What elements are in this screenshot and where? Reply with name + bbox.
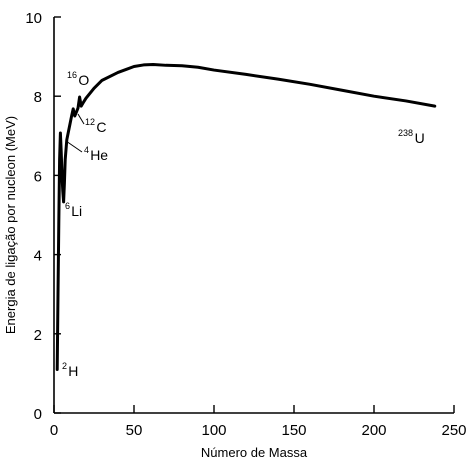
nuclide-annotations: 2 H 6 Li 4 He 12 C 16 O 238 U <box>62 70 425 379</box>
x-tick-label: 250 <box>441 422 466 439</box>
y-tick-label: 0 <box>34 406 42 423</box>
x-tick-label: 100 <box>201 422 226 439</box>
x-tick-label: 50 <box>126 422 143 439</box>
y-axis-title: Energia de ligação por nucleon (MeV) <box>3 116 18 334</box>
y-tick-label: 8 <box>34 89 42 106</box>
x-axis-title: Número de Massa <box>201 445 308 460</box>
annotation-leader <box>65 140 83 153</box>
x-tick-label: 0 <box>50 422 58 439</box>
nuclide-symbol: He <box>90 147 108 163</box>
nuclide-mass-number: 4 <box>84 145 89 155</box>
nuclide-mass-number: 6 <box>65 201 70 211</box>
x-tick-label: 200 <box>361 422 386 439</box>
nuclide-symbol: Li <box>71 203 82 219</box>
nuclide-mass-number: 238 <box>398 128 413 138</box>
y-tick-label: 6 <box>34 168 42 185</box>
y-tick-label: 2 <box>34 327 42 344</box>
y-tick-label: 10 <box>25 10 42 27</box>
nuclide-label: 16 O <box>67 70 89 88</box>
nuclide-symbol: H <box>68 363 78 379</box>
binding-energy-curve <box>55 63 437 371</box>
nuclide-label: 4 He <box>84 145 108 163</box>
nuclide-label: 238 U <box>398 128 425 146</box>
nuclide-symbol: U <box>415 130 425 146</box>
annotation-leaders <box>65 113 85 153</box>
annotation-leader <box>77 113 85 125</box>
nuclide-symbol: C <box>96 119 106 135</box>
nuclide-mass-number: 2 <box>62 361 67 371</box>
nuclide-label: 12 C <box>85 117 107 135</box>
nuclide-label: 6 Li <box>65 201 82 219</box>
axes <box>53 17 454 414</box>
x-ticks: 0 50 100 150 200 250 <box>50 405 467 439</box>
y-ticks: 0 2 4 6 8 10 <box>25 10 61 423</box>
nuclide-mass-number: 16 <box>67 70 77 80</box>
x-tick-label: 150 <box>281 422 306 439</box>
nuclide-mass-number: 12 <box>85 117 95 127</box>
y-tick-label: 4 <box>34 248 42 265</box>
nuclide-symbol: O <box>78 72 89 88</box>
